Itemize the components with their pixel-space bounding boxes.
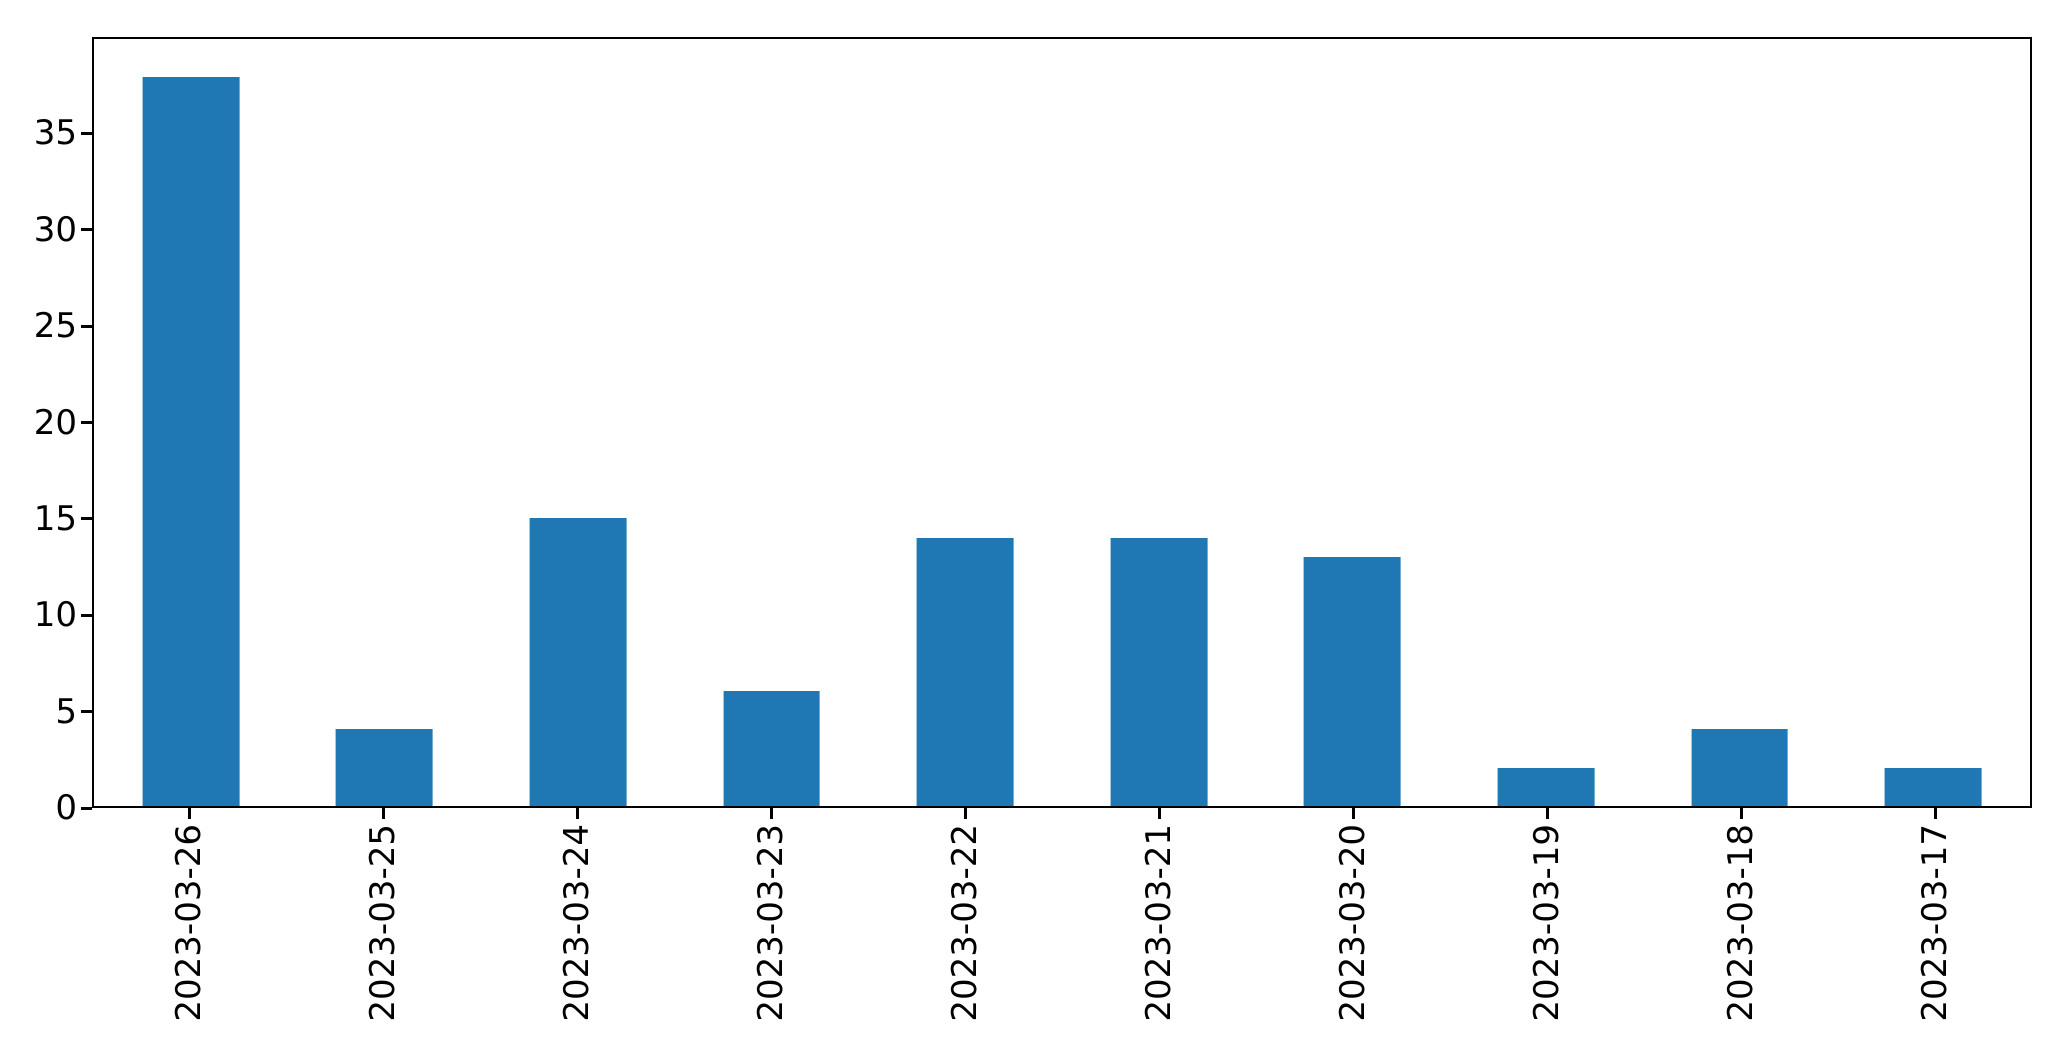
x-tick-label: 2023-03-23 bbox=[751, 824, 791, 1022]
x-tick-mark bbox=[1157, 808, 1161, 819]
x-tick-mark bbox=[769, 808, 773, 819]
y-tick-label: 10 bbox=[33, 595, 77, 636]
y-tick-mark bbox=[81, 806, 92, 810]
bar bbox=[1691, 729, 1788, 806]
x-tick-mark bbox=[381, 808, 385, 819]
y-tick-label: 15 bbox=[33, 498, 77, 539]
y-tick-label: 20 bbox=[33, 402, 77, 443]
x-tick-mark bbox=[575, 808, 579, 819]
bar bbox=[142, 77, 240, 806]
x-tick-label: 2023-03-25 bbox=[363, 824, 403, 1022]
bar bbox=[1497, 767, 1595, 806]
bar bbox=[1110, 537, 1208, 806]
x-tick-mark bbox=[1933, 808, 1937, 819]
x-tick-label: 2023-03-20 bbox=[1333, 824, 1373, 1022]
x-tick-label: 2023-03-17 bbox=[1915, 824, 1955, 1022]
bar bbox=[529, 518, 627, 806]
y-tick-label: 30 bbox=[33, 209, 77, 250]
bar bbox=[1884, 767, 1982, 806]
bar bbox=[335, 729, 433, 806]
x-tick-mark bbox=[963, 808, 967, 819]
x-tick-label: 2023-03-21 bbox=[1139, 824, 1179, 1022]
y-tick-label: 35 bbox=[33, 113, 77, 154]
bar bbox=[723, 690, 820, 806]
y-tick-label: 0 bbox=[55, 788, 77, 828]
y-tick-mark bbox=[81, 421, 92, 424]
x-tick-label: 2023-03-22 bbox=[945, 824, 985, 1022]
y-tick-label: 5 bbox=[55, 691, 77, 732]
y-tick-mark bbox=[81, 613, 92, 617]
x-tick-label: 2023-03-18 bbox=[1721, 824, 1761, 1022]
x-tick-mark bbox=[1739, 808, 1743, 819]
x-tick-mark bbox=[1545, 808, 1549, 819]
x-tick-label: 2023-03-19 bbox=[1527, 824, 1567, 1022]
y-tick-mark bbox=[81, 324, 92, 328]
x-tick-mark bbox=[1351, 808, 1355, 819]
y-tick-mark bbox=[81, 228, 92, 232]
bars-group bbox=[94, 39, 2030, 806]
x-tick-label: 2023-03-24 bbox=[557, 824, 597, 1022]
y-tick-mark bbox=[81, 517, 92, 521]
bar bbox=[1303, 556, 1401, 806]
x-tick-label: 2023-03-26 bbox=[169, 824, 209, 1022]
y-tick-mark bbox=[81, 131, 92, 135]
bar bbox=[916, 537, 1014, 806]
y-tick-label: 25 bbox=[33, 306, 77, 347]
y-tick-mark bbox=[81, 710, 92, 714]
plot-area bbox=[92, 37, 2032, 808]
x-tick-mark bbox=[187, 808, 191, 819]
